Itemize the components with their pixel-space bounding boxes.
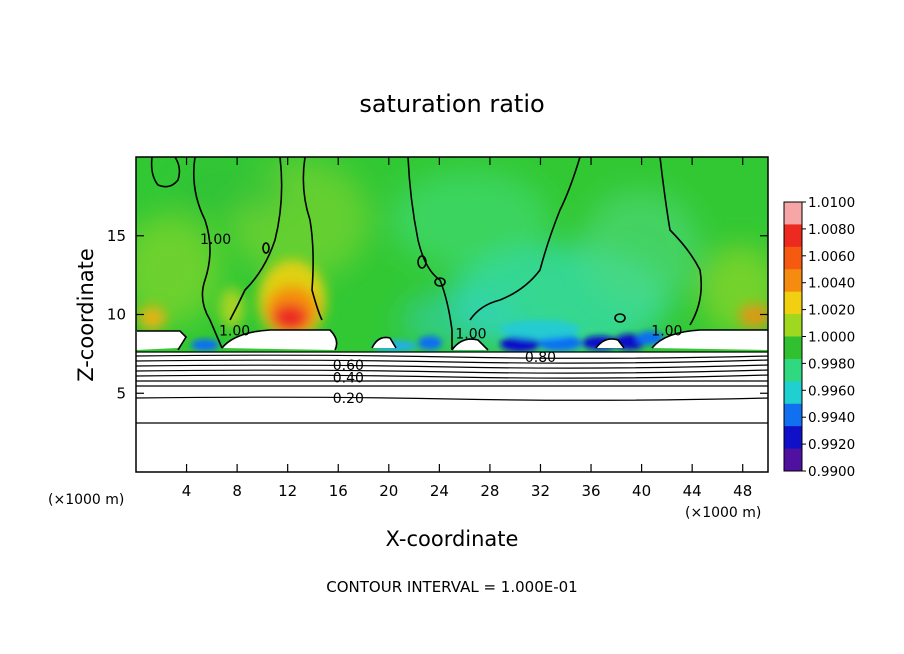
x-tick-label: 48 xyxy=(733,482,752,500)
colorbar-swatch xyxy=(784,403,802,427)
field-subsaturated-pockets xyxy=(191,320,664,352)
x-tick-label: 12 xyxy=(278,482,297,500)
colorbar-swatch xyxy=(784,202,802,225)
colorbar-tick-label: 1.0080 xyxy=(808,222,855,238)
colorbar-tick-label: 0.9980 xyxy=(808,356,855,372)
colorbar-swatch xyxy=(784,224,802,248)
contour-label: 0.60 xyxy=(333,358,364,374)
colorbar-swatch xyxy=(784,336,802,360)
y-tick-label: 5 xyxy=(116,384,126,402)
x-tick-label: 20 xyxy=(379,482,398,500)
y-axis-label: Z-coordinate xyxy=(74,248,98,382)
contour-label: 1.00 xyxy=(200,232,231,248)
colorbar-swatch xyxy=(784,246,802,270)
x-axis-unit: (×1000 m) xyxy=(685,505,761,521)
colorbar-swatch xyxy=(784,381,802,405)
x-tick-label: 4 xyxy=(182,482,192,500)
contour-labels: 1.00 1.00 1.00 1.00 0.80 0.600.40 0.20 xyxy=(200,232,682,407)
colorbar-swatch xyxy=(784,314,802,337)
x-tick-label: 44 xyxy=(683,482,702,500)
x-tick-label: 32 xyxy=(531,482,550,500)
colorbar-tick-label: 0.9940 xyxy=(808,410,855,426)
colorbar-tick-label: 0.9960 xyxy=(808,383,855,399)
heatmap-field xyxy=(136,157,768,472)
y-axis-ticks: 5 10 15 xyxy=(107,227,768,402)
x-tick-label: 24 xyxy=(430,482,449,500)
colorbar-swatch xyxy=(784,358,802,382)
y-tick-label: 10 xyxy=(107,306,126,324)
contour-lines-lower xyxy=(136,351,768,424)
contour-label: 0.20 xyxy=(333,391,364,407)
field-broad-structure xyxy=(136,160,768,355)
x-tick-label: 36 xyxy=(581,482,600,500)
contour-label: 1.00 xyxy=(651,323,682,339)
field-supersaturated-core xyxy=(138,260,768,340)
x-tick-label: 28 xyxy=(480,482,499,500)
colorbar-tick-label: 0.9920 xyxy=(808,437,855,453)
colorbar-tick-label: 1.0100 xyxy=(808,195,855,211)
colorbar-swatch xyxy=(784,426,802,450)
field-dry-layer xyxy=(136,352,768,472)
contour-label: 1.00 xyxy=(219,323,250,339)
colorbar-swatch xyxy=(784,291,802,315)
y-tick-label: 15 xyxy=(107,227,126,245)
colorbar-tick-label: 1.0040 xyxy=(808,276,855,292)
contour-interval-note: CONTOUR INTERVAL = 1.000E-01 xyxy=(326,578,577,596)
colorbar: 1.0100 1.0080 1.0060 1.0040 1.0020 1.0000 0.99… xyxy=(783,195,855,480)
colorbar-tick-label: 0.9900 xyxy=(808,464,855,480)
x-tick-label: 8 xyxy=(232,482,242,500)
contour-lines-upper xyxy=(137,157,768,351)
x-tick-label: 16 xyxy=(329,482,348,500)
y-axis-unit: (×1000 m) xyxy=(48,492,124,508)
x-axis-ticks: 4 8 12 16 20 24 28 32 36 40 44 48 xyxy=(182,157,752,500)
colorbar-tick-label: 1.0060 xyxy=(808,249,855,265)
x-axis-label: X-coordinate xyxy=(386,527,519,551)
x-tick-label: 40 xyxy=(632,482,651,500)
colorbar-tick-label: 1.0000 xyxy=(808,330,855,346)
chart-title: saturation ratio xyxy=(359,90,544,118)
colorbar-swatch xyxy=(784,269,802,293)
contour-label: 0.40 xyxy=(333,371,364,387)
contour-label: 0.80 xyxy=(525,350,556,366)
contour-label: 1.00 xyxy=(455,326,486,342)
colorbar-tick-label: 1.0020 xyxy=(808,303,855,319)
colorbar-swatch xyxy=(784,448,802,472)
